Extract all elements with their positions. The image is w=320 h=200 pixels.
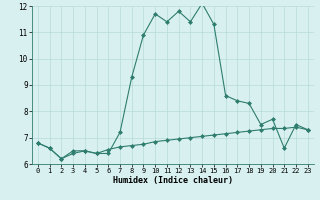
- X-axis label: Humidex (Indice chaleur): Humidex (Indice chaleur): [113, 176, 233, 185]
